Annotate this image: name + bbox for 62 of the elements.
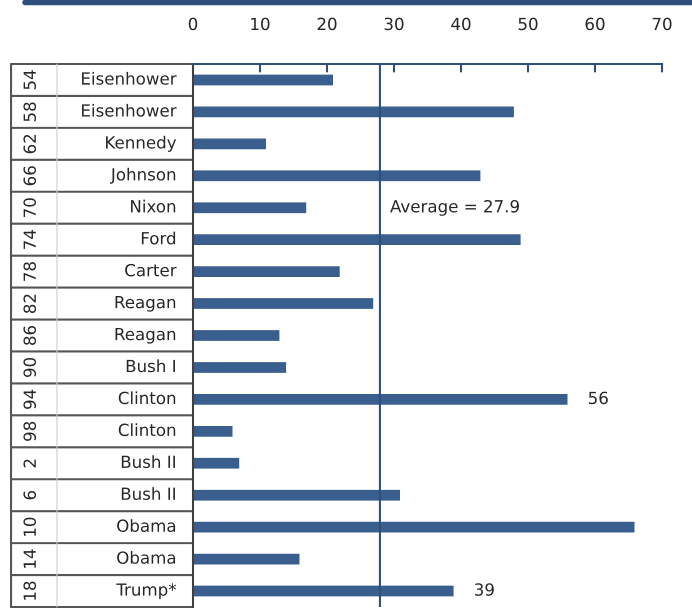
bar	[193, 488, 402, 502]
y-tick-label: Bush I	[126, 359, 175, 372]
text: 6	[23, 490, 36, 500]
y-tick-label: Trump*	[116, 583, 176, 600]
bar	[193, 200, 308, 214]
bar	[193, 73, 334, 87]
text: 90	[23, 358, 36, 377]
text: 98	[23, 422, 36, 441]
text: 94	[23, 390, 36, 409]
y-tick-label: Carter	[125, 264, 177, 276]
bar	[193, 456, 241, 470]
text: 78	[23, 262, 36, 281]
bar	[193, 424, 234, 438]
x-tick-label: 30	[384, 18, 404, 30]
y-tick-label: Bush II	[122, 455, 175, 468]
bar	[193, 328, 281, 342]
text: 2	[23, 460, 36, 468]
y-tick-label: Bush II	[122, 487, 175, 500]
x-tick-label: 60	[586, 18, 604, 30]
text: 70	[23, 198, 36, 217]
bar	[193, 296, 375, 310]
text: 62	[23, 134, 36, 154]
x-tick-label: 40	[451, 18, 470, 30]
bar	[193, 552, 301, 566]
text: 10	[23, 518, 36, 536]
bar	[193, 584, 455, 598]
y-tick-label: Reagan	[116, 296, 176, 312]
y-tick-label: Eisenhower	[82, 72, 177, 85]
text: 18	[23, 582, 36, 600]
y-tick-label: Nixon	[131, 200, 176, 213]
y-tick-label: Clinton	[118, 423, 176, 436]
text: 54	[24, 70, 36, 90]
y-tick-label: Johnson	[110, 168, 176, 184]
x-tick-label: 20	[318, 18, 336, 30]
bar	[193, 105, 516, 119]
bar	[193, 360, 288, 374]
data-label: 39	[475, 583, 494, 596]
x-tick-label: 50	[518, 18, 538, 30]
text: 58	[23, 102, 36, 122]
text: 86	[23, 326, 36, 345]
y-tick-label: Clinton	[118, 391, 176, 404]
y-tick-label: Ford	[142, 232, 176, 245]
y-tick-label: Kennedy	[106, 136, 176, 152]
bar	[193, 264, 342, 278]
bar	[193, 392, 569, 406]
bar	[193, 232, 522, 246]
x-tick-label: 70	[652, 18, 672, 30]
data-label: 56	[588, 392, 608, 404]
x-tick-label: 0	[188, 18, 198, 30]
text: 74	[24, 230, 36, 249]
y-tick-label: Obama	[117, 519, 176, 532]
bar	[193, 137, 268, 151]
y-tick-label: Reagan	[116, 328, 176, 344]
bar	[193, 169, 482, 183]
x-tick-label: 10	[251, 18, 270, 30]
y-tick-label: Obama	[117, 551, 176, 564]
y-tick-label: Eisenhower	[82, 104, 177, 117]
text: 14	[24, 549, 36, 568]
text: 66	[23, 166, 36, 186]
ref-line-label: Average = 27.9	[390, 200, 519, 216]
bar	[193, 520, 636, 534]
text: 82	[23, 294, 36, 314]
